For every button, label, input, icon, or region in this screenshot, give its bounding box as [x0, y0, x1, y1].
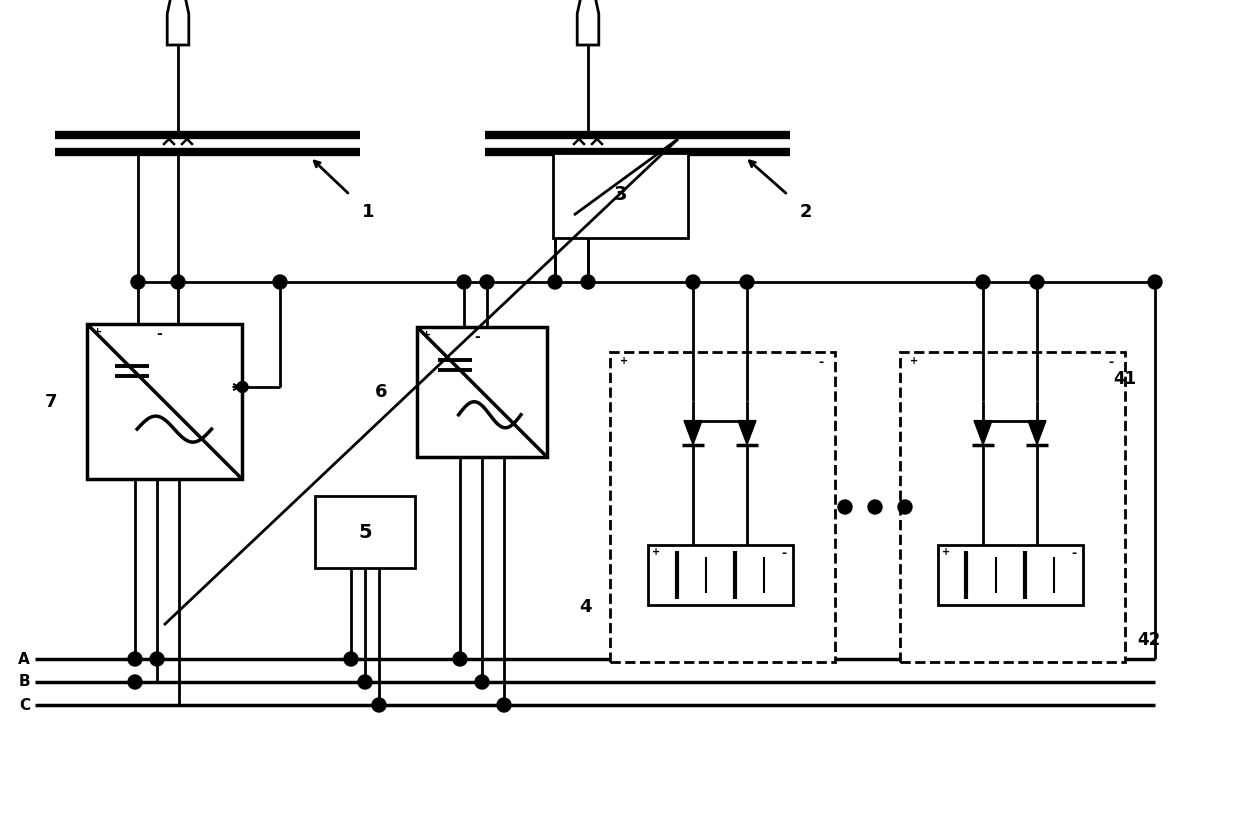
Circle shape [131, 275, 145, 289]
Text: -: - [1071, 547, 1076, 560]
Circle shape [458, 275, 471, 289]
Circle shape [1030, 275, 1044, 289]
Circle shape [868, 500, 882, 514]
Circle shape [150, 652, 164, 666]
Circle shape [453, 652, 467, 666]
Circle shape [128, 675, 143, 689]
Text: +: + [93, 328, 102, 337]
Text: +: + [423, 330, 432, 340]
Circle shape [740, 275, 754, 289]
Text: -: - [1109, 356, 1114, 369]
FancyBboxPatch shape [315, 496, 415, 568]
FancyBboxPatch shape [900, 352, 1125, 662]
Circle shape [475, 675, 489, 689]
Circle shape [237, 382, 248, 392]
Text: 42: 42 [1137, 631, 1161, 649]
Text: +: + [910, 356, 918, 366]
Text: -: - [781, 547, 786, 560]
Circle shape [128, 652, 143, 666]
Text: -: - [818, 356, 823, 369]
Polygon shape [684, 421, 702, 444]
Circle shape [686, 275, 701, 289]
Text: C: C [19, 698, 30, 712]
Circle shape [1148, 275, 1162, 289]
Circle shape [548, 275, 562, 289]
Text: B: B [19, 675, 30, 690]
Circle shape [343, 652, 358, 666]
FancyBboxPatch shape [553, 153, 687, 238]
Polygon shape [167, 0, 188, 45]
Text: 2: 2 [800, 203, 812, 221]
FancyBboxPatch shape [88, 324, 243, 480]
FancyBboxPatch shape [647, 545, 792, 605]
Circle shape [976, 275, 990, 289]
Circle shape [273, 275, 286, 289]
Circle shape [898, 500, 911, 514]
Polygon shape [973, 421, 992, 444]
Text: 41: 41 [1114, 370, 1136, 388]
Text: 4: 4 [579, 598, 591, 616]
Text: -: - [156, 328, 161, 342]
Circle shape [372, 698, 386, 712]
Text: 3: 3 [614, 185, 626, 204]
Circle shape [497, 698, 511, 712]
Text: 5: 5 [358, 523, 372, 542]
Text: 6: 6 [374, 383, 387, 401]
Circle shape [838, 500, 852, 514]
Text: +: + [620, 356, 629, 366]
FancyBboxPatch shape [610, 352, 835, 662]
Circle shape [358, 675, 372, 689]
Text: 1: 1 [362, 203, 374, 221]
Polygon shape [738, 421, 756, 444]
Text: +: + [652, 547, 661, 557]
Circle shape [171, 275, 185, 289]
Text: 7: 7 [45, 393, 57, 411]
FancyBboxPatch shape [417, 327, 547, 457]
Circle shape [480, 275, 494, 289]
Text: A: A [19, 651, 30, 667]
FancyBboxPatch shape [937, 545, 1083, 605]
Text: +: + [942, 547, 951, 557]
Circle shape [582, 275, 595, 289]
Text: -: - [474, 330, 480, 344]
Polygon shape [1028, 421, 1047, 444]
Polygon shape [577, 0, 599, 45]
